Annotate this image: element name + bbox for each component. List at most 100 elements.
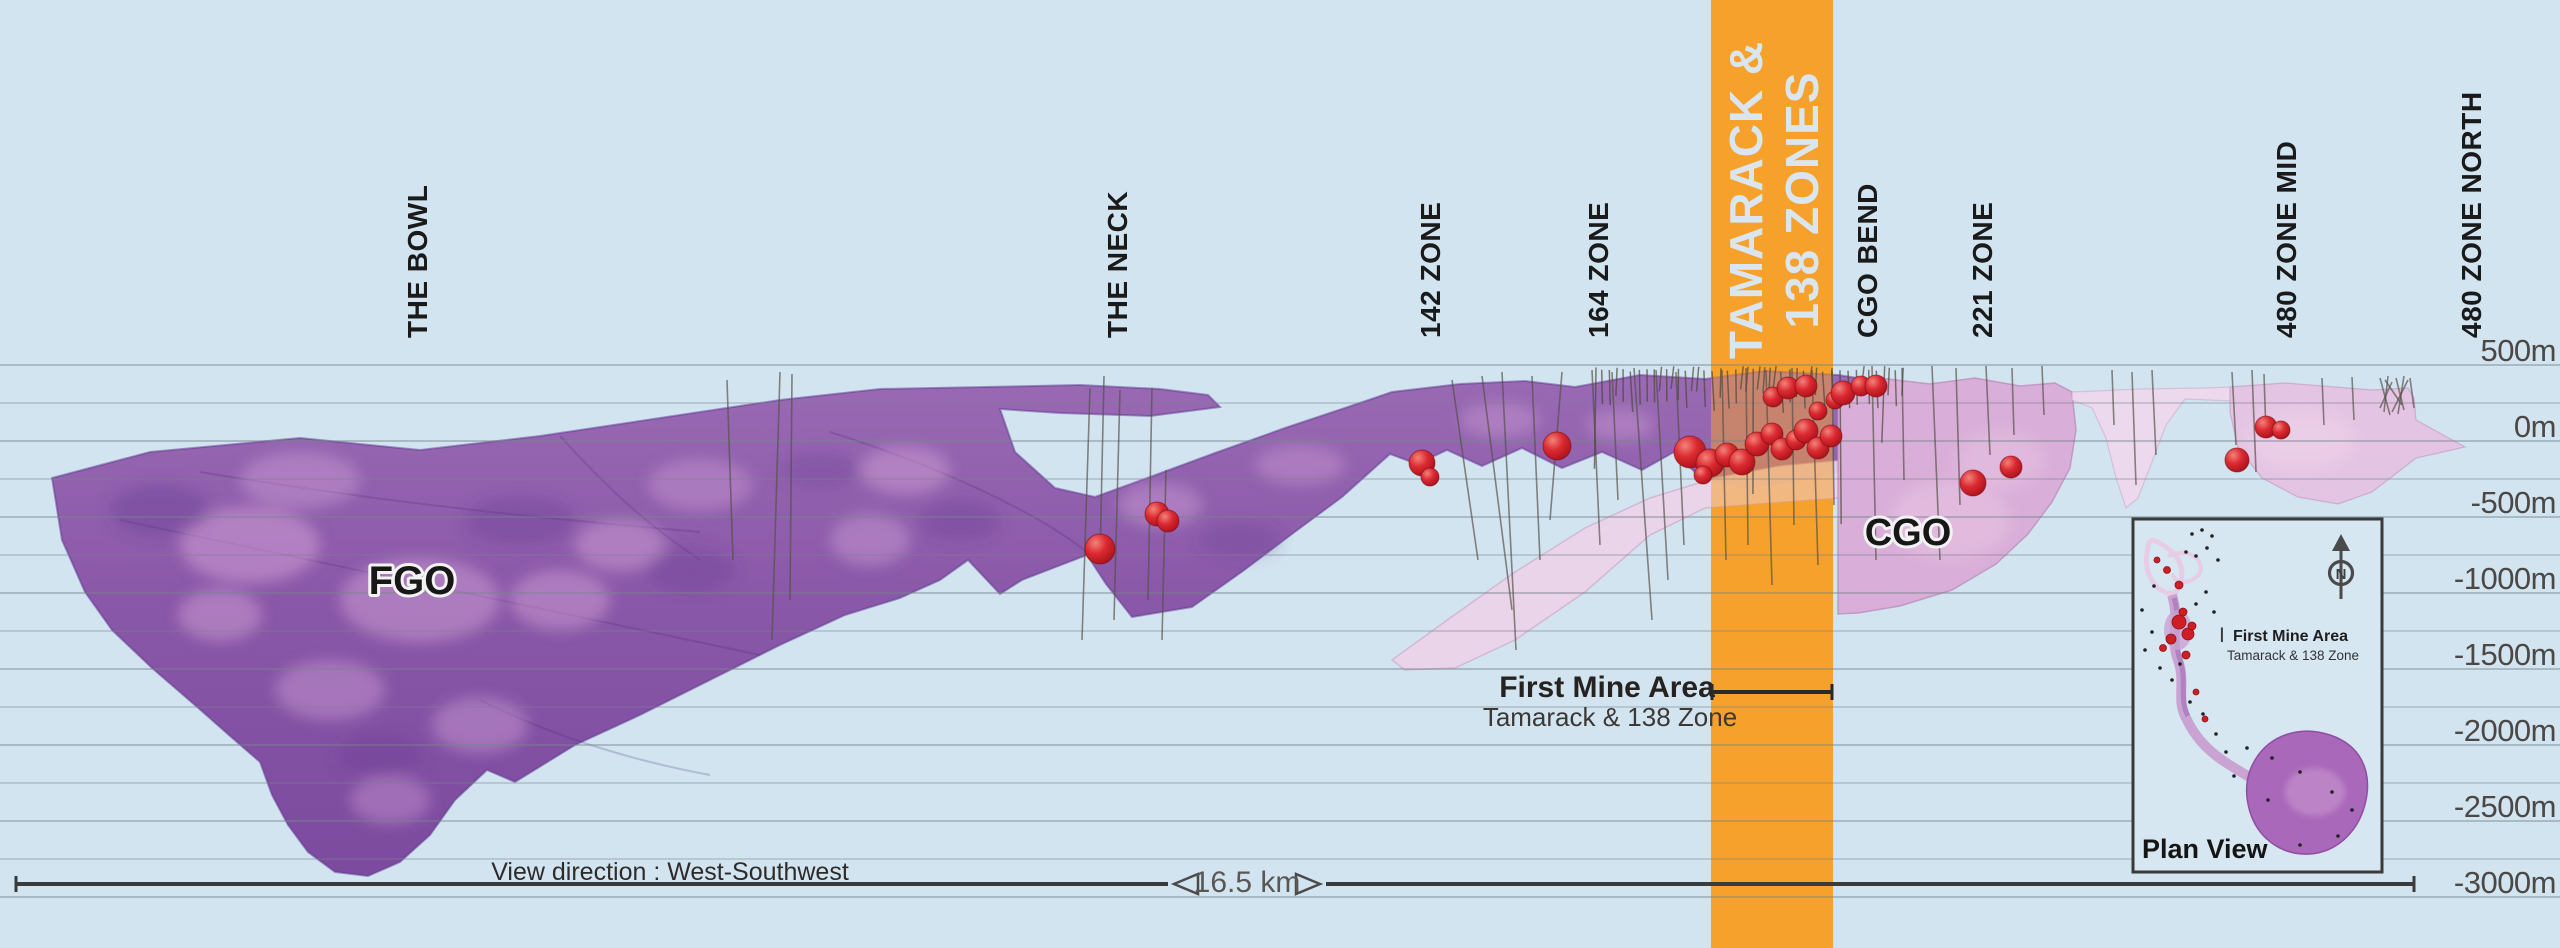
plan-dot-black <box>2245 746 2249 750</box>
collar-tick <box>1638 369 1641 405</box>
intercept-sphere <box>1728 448 1756 476</box>
fgo-body-label: FGO <box>369 559 456 603</box>
plan-dot-black <box>2204 590 2208 594</box>
drill-hole-trace <box>1611 371 1619 501</box>
drill-hole-trace <box>2041 365 2045 416</box>
plan-dot-black <box>2178 662 2182 666</box>
collar-tick <box>1658 366 1663 392</box>
annotation-labels: THE BOWL THE NECK 142 ZONE 164 ZONE CGO … <box>366 41 2557 900</box>
depth-label--1000m: -1000m <box>2454 561 2556 596</box>
plan-dot-red <box>2165 633 2177 645</box>
drill-hole-trace <box>2409 377 2415 409</box>
zone-label-cgo-bend: CGO BEND <box>1852 183 1883 338</box>
drill-hole-trace <box>726 379 734 561</box>
drill-hole-trace <box>2351 376 2355 421</box>
collar-tick <box>1887 367 1891 396</box>
depth-label-500m: 500m <box>2480 333 2556 368</box>
depth-label--2000m: -2000m <box>2454 713 2556 748</box>
drill-hole-trace <box>2391 379 2409 413</box>
intercept-sphere <box>1542 431 1572 461</box>
plan-dot-black <box>2140 608 2144 612</box>
plan-dot-black <box>2150 630 2154 634</box>
tamarack-highlight-band-overlay <box>1711 0 1833 948</box>
collar-tick <box>1739 366 1744 390</box>
plan-view-inset: N I First Mine Area Tamarack & 138 Zone … <box>2131 517 2384 874</box>
plan-dot-black <box>2210 534 2214 538</box>
collar-tick <box>1670 366 1675 390</box>
intercept-sphere <box>1819 424 1843 448</box>
plan-view-dots <box>2140 528 2354 847</box>
drill-hole-trace <box>2384 379 2403 406</box>
plan-dot-black <box>2298 770 2302 774</box>
drill-hole-trace <box>2131 371 2137 486</box>
drill-hole-trace <box>1113 389 1121 621</box>
plan-dot-black <box>2194 554 2198 558</box>
plan-dot-red <box>2187 621 2197 631</box>
drill-hole-trace <box>1481 375 1513 611</box>
plan-dot-black <box>2200 528 2204 532</box>
collar-tick <box>1711 371 1716 411</box>
plan-dot-red <box>2174 580 2184 590</box>
first-mine-area-title: First Mine Area <box>1499 671 1715 704</box>
plan-dot-black <box>2330 790 2334 794</box>
collar-tick <box>1703 370 1707 407</box>
plan-dot-black <box>2336 834 2340 838</box>
plan-dot-red <box>2181 650 2191 660</box>
plan-dot-red <box>2181 627 2195 641</box>
plan-dot-black <box>2266 798 2270 802</box>
intercept-sphere <box>1156 509 1180 533</box>
collar-tick <box>1901 367 1904 396</box>
drill-hole-trace <box>2111 369 2115 426</box>
collar-tick <box>1600 369 1604 405</box>
depth-label--2500m: -2500m <box>2454 789 2556 824</box>
drill-hole-trace <box>1955 367 1961 506</box>
drill-hole-trace <box>1161 469 1167 641</box>
footer-scale: View direction : West-Southwest 16.5 km <box>14 858 2416 899</box>
plan-dot-black <box>2224 750 2228 754</box>
drill-hole-trace <box>1501 371 1517 651</box>
intercept-sphere <box>1793 418 1819 444</box>
drill-hole-trace <box>2379 381 2393 409</box>
drill-hole-trace <box>2151 369 2157 456</box>
plan-dot-black <box>2270 756 2274 760</box>
plan-dot-red <box>2192 688 2200 696</box>
drill-hole-trace <box>1765 369 1773 586</box>
scale-bar <box>14 876 2416 892</box>
collar-tick <box>1690 366 1695 392</box>
cgo-body-label: CGO <box>1865 512 1952 554</box>
collar-tick <box>1629 371 1634 412</box>
collar-tick <box>1772 365 1777 389</box>
mottle-texture <box>110 402 2355 824</box>
fgo-intrusion-body <box>50 369 1865 878</box>
drill-hole-trace <box>1451 379 1479 561</box>
plan-view-marker: I <box>2219 624 2225 647</box>
plan-dot-black <box>2143 648 2147 652</box>
plan-dot-black <box>2350 808 2354 812</box>
collar-tick <box>1593 367 1597 469</box>
drill-hole-trace <box>1099 375 1105 561</box>
collar-tick <box>1735 369 1738 404</box>
plan-view-annotation-subtitle: Tamarack & 138 Zone <box>2227 648 2359 663</box>
zone-label-the-bowl: THE BOWL <box>402 185 433 338</box>
drill-hole-trace <box>1081 387 1091 641</box>
plan-view-title: Plan View <box>2142 834 2269 864</box>
drill-hole-trace <box>1871 365 1877 561</box>
plan-dot-red <box>2159 644 2167 652</box>
zone-label-480-zone-mid: 480 ZONE MID <box>2271 141 2302 338</box>
zone-label-480-zone-north: 480 ZONE NORTH <box>2456 91 2487 338</box>
plan-dot-red <box>2163 566 2171 574</box>
north-arrow-icon <box>2327 534 2355 599</box>
plan-dot-red <box>2153 556 2161 564</box>
depth-axis: 500m 0m -500m -1000m -1500m -2000m -2500… <box>2454 333 2557 900</box>
depth-label--500m: -500m <box>2471 485 2556 520</box>
drill-hole-trace <box>1147 387 1153 601</box>
collar-tick <box>1615 367 1618 396</box>
plan-view-annotation-title: First Mine Area <box>2233 628 2348 645</box>
collar-tick <box>1726 370 1730 409</box>
plan-dot-black <box>2184 550 2188 554</box>
plan-dot-black <box>2194 602 2198 606</box>
drill-hole-trace <box>1985 365 1991 456</box>
intercept-sphere <box>2224 447 2250 473</box>
